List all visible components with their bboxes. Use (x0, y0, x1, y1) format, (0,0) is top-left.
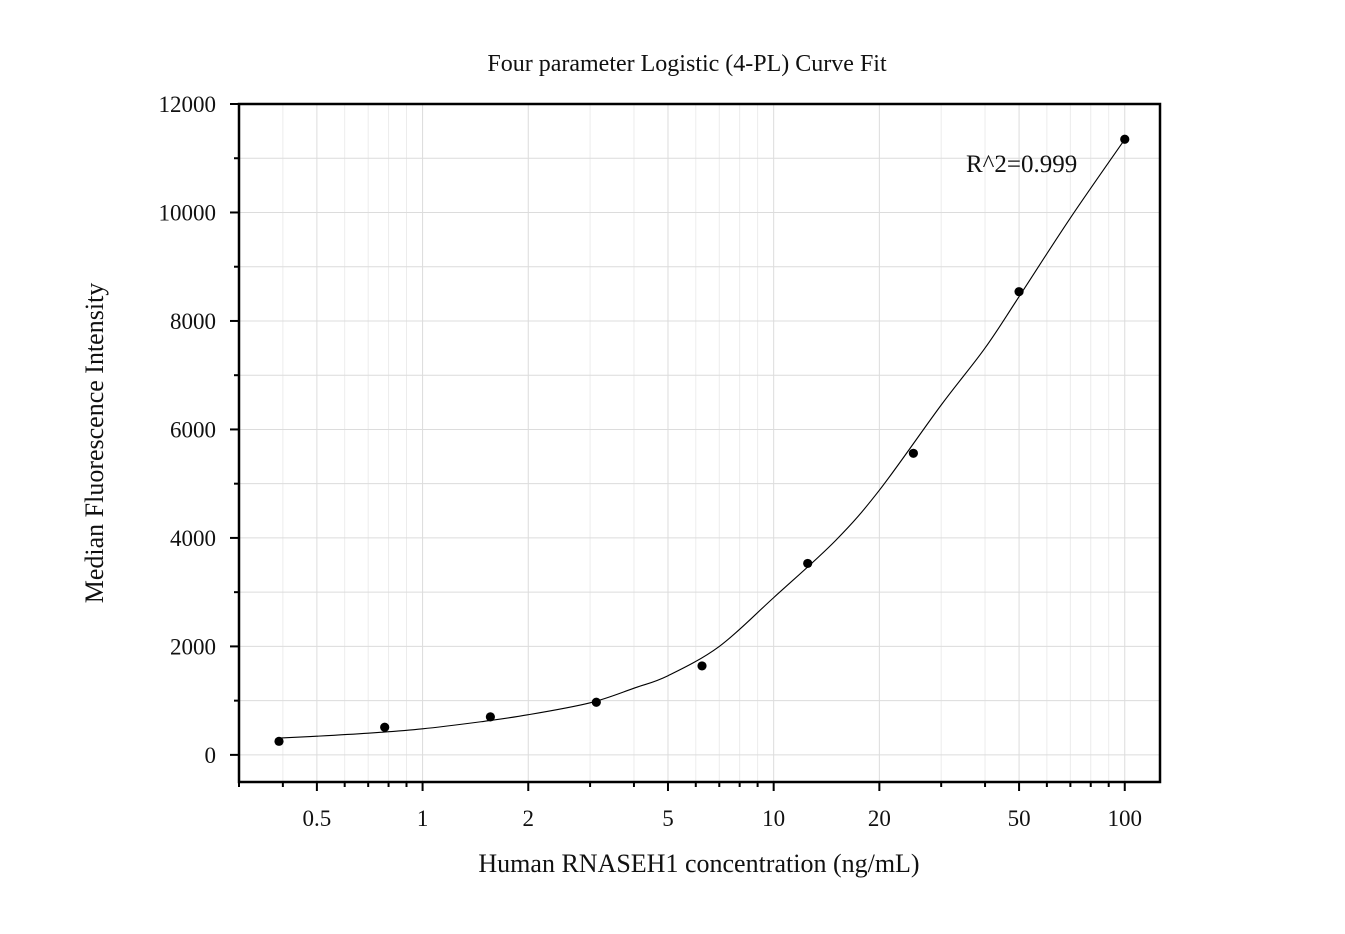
fit-curve-line (278, 138, 1126, 739)
data-point (380, 722, 390, 732)
grid-layer (238, 103, 1160, 782)
y-tick-label: 10000 (159, 200, 217, 225)
data-points-layer (274, 134, 1130, 746)
x-tick-label: 1 (417, 806, 429, 831)
chart-title: Four parameter Logistic (4-PL) Curve Fit (487, 51, 887, 77)
x-tick-label: 2 (523, 806, 535, 831)
x-tick-label: 0.5 (303, 806, 332, 831)
plot-frame (237, 102, 1162, 784)
data-point (1120, 134, 1130, 144)
x-tick-label: 10 (762, 806, 785, 831)
x-tick-label: 50 (1008, 806, 1031, 831)
y-tick-label: 8000 (170, 309, 216, 334)
y-tick-label: 6000 (170, 417, 216, 442)
data-point (591, 697, 601, 707)
data-point (485, 712, 495, 722)
x-tick-label: 20 (868, 806, 891, 831)
data-point (1014, 287, 1024, 297)
data-point (803, 558, 813, 569)
data-point (697, 661, 707, 671)
x-axis-title: Human RNASEH1 concentration (ng/mL) (478, 849, 919, 878)
r-squared-annotation: R^2=0.999 (966, 151, 1077, 178)
data-point (908, 448, 918, 458)
x-tick-label: 5 (662, 806, 674, 831)
y-tick-label: 2000 (170, 634, 216, 659)
y-tick-label: 0 (205, 743, 217, 768)
y-tick-label: 12000 (159, 92, 217, 117)
x-tick-label: 100 (1108, 806, 1143, 831)
data-point (274, 736, 284, 746)
y-axis-title: Median Fluorescence Intensity (80, 283, 109, 604)
fit-curve-layer (278, 138, 1126, 739)
y-tick-label: 4000 (170, 526, 216, 551)
ticks-layer: 0.5 1 2 5 10 20 50 100 0 2000 4000 6000 8000 10000 120… (159, 92, 1143, 831)
